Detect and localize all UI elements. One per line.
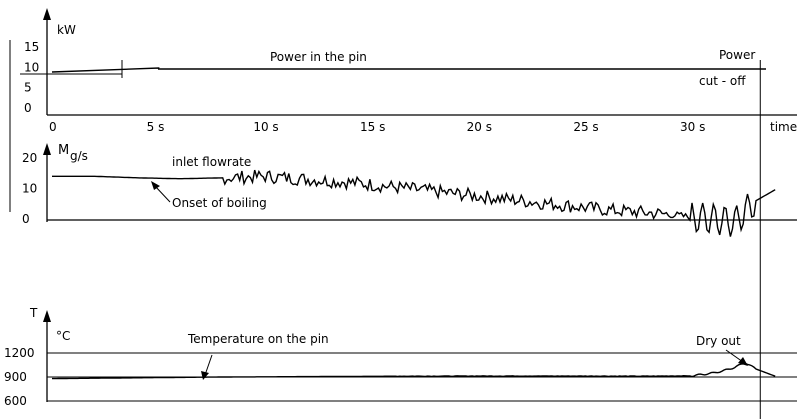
- flow-y-axis-arrow: [43, 143, 51, 155]
- boiling-arrowhead: [151, 181, 160, 190]
- power-ytick-label-0: 15: [24, 40, 39, 54]
- flow-annotation-boiling: Onset of boiling: [172, 196, 267, 210]
- power-ytick-label-2: 5: [24, 81, 32, 95]
- temp-annotation-main: Temperature on the pin: [187, 332, 329, 346]
- temp-ytick-label-1: 900: [4, 370, 27, 384]
- power-ytick-label-1: 10: [24, 60, 39, 74]
- power-xtick-label-1: 5 s: [147, 120, 165, 134]
- power-y-axis-arrow: [43, 8, 51, 20]
- dryout-arrow: [725, 349, 744, 363]
- boiling-arrow: [154, 185, 171, 203]
- temp-ylabel-main: T: [29, 306, 38, 320]
- temp-ytick-label-0: 1200: [4, 346, 35, 360]
- flow-series: [52, 169, 776, 237]
- temperature-series: [52, 362, 776, 380]
- power-xtick-label-2: 10 s: [253, 120, 278, 134]
- temp-annotation-arrow: [204, 354, 213, 376]
- temp-annotation-arrowhead: [201, 371, 209, 380]
- flow-ytick-label-1: 10: [22, 182, 37, 196]
- power-annotation-main: Power in the pin: [270, 50, 367, 64]
- flow-panel: M g/s 20 10 0 inlet flowrate Onset of boil…: [22, 143, 797, 237]
- power-xtick-label-4: 20 s: [467, 120, 492, 134]
- power-ytick-label-3: 0: [24, 101, 32, 115]
- power-xlabel: time: [770, 120, 797, 134]
- temp-ylabel-unit: °C: [56, 329, 70, 343]
- power-xtick-label-3: 15 s: [360, 120, 385, 134]
- power-annotation-cutoff-1: Power: [719, 48, 755, 62]
- flow-ytick-label-2: 0: [22, 212, 30, 226]
- power-xtick-label-0: 0: [49, 120, 57, 134]
- temp-annotation-dryout: Dry out: [696, 334, 741, 348]
- power-annotation-cutoff-2: cut - off: [699, 74, 746, 88]
- power-xtick-label-5: 25 s: [573, 120, 598, 134]
- power-series: [51, 67, 766, 73]
- power-xtick-label-6: 30 s: [680, 120, 705, 134]
- flow-ytick-label-0: 20: [22, 151, 37, 165]
- flow-ylabel-unit: g/s: [70, 149, 88, 163]
- temp-ytick-label-2: 600: [4, 394, 27, 408]
- flow-annotation-inlet: inlet flowrate: [172, 155, 251, 169]
- temp-y-axis-arrow: [43, 310, 51, 322]
- flow-ylabel-main: M: [58, 143, 69, 158]
- power-ylabel: kW: [57, 23, 76, 37]
- temperature-panel: T °C 1200 900 600 Temperature on the pin D…: [4, 306, 797, 408]
